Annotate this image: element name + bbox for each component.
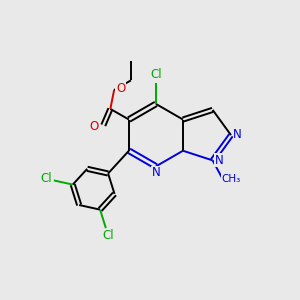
Text: CH₃: CH₃ [222, 174, 241, 184]
Text: O: O [89, 120, 98, 133]
Text: Cl: Cl [103, 229, 114, 242]
Text: Cl: Cl [40, 172, 52, 185]
Text: N: N [152, 167, 160, 179]
Text: N: N [215, 154, 224, 167]
Text: N: N [233, 128, 242, 141]
Text: Cl: Cl [150, 68, 162, 81]
Text: O: O [116, 82, 125, 95]
